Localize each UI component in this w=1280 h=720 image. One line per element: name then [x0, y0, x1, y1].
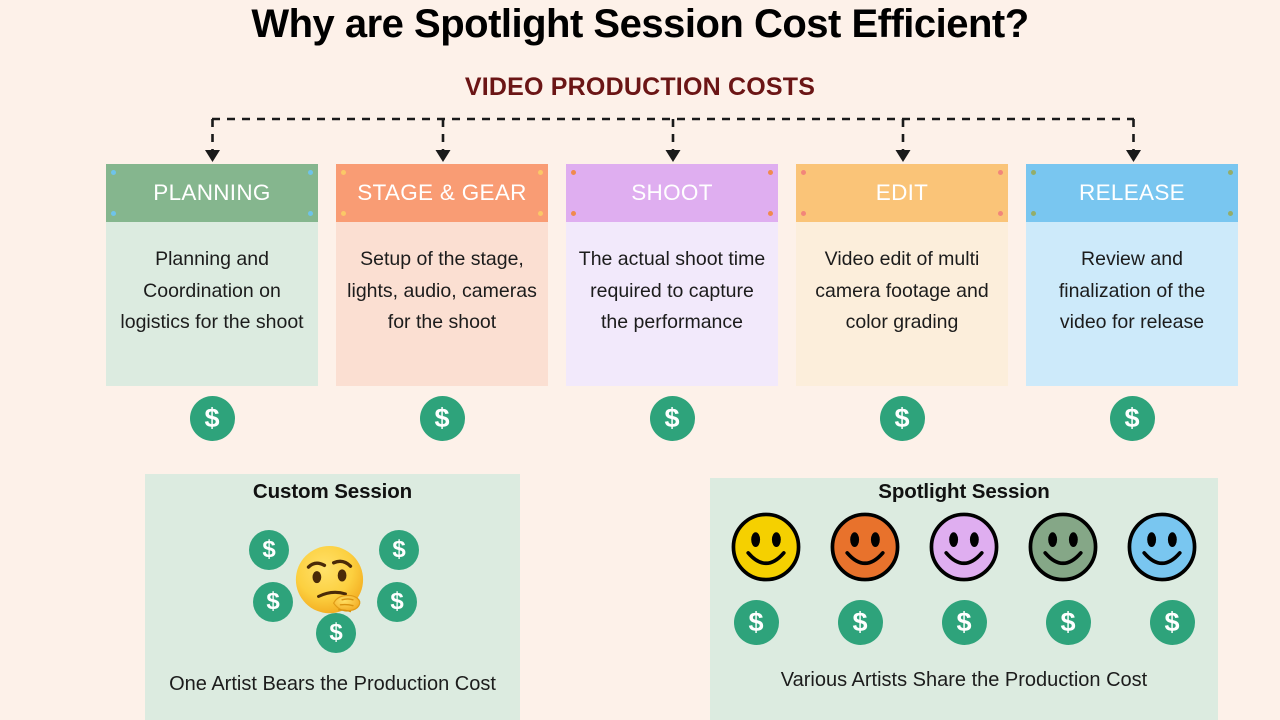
dollar-coin-icon: $	[316, 613, 356, 653]
selection-handle-top-left[interactable]	[1031, 170, 1036, 175]
selection-handle-bottom-right[interactable]	[1228, 211, 1233, 216]
dollar-coin-icon: $	[649, 396, 695, 441]
selection-handle-top-right[interactable]	[538, 170, 543, 175]
selection-handle-bottom-left[interactable]	[111, 211, 116, 216]
selection-handle-bottom-left[interactable]	[341, 211, 346, 216]
coin-cell: $	[336, 396, 548, 442]
selection-handle-top-right[interactable]	[308, 170, 313, 175]
custom-session-panel[interactable]: Custom Session $ $ $ $ $	[145, 474, 520, 720]
coin-cell: $	[106, 396, 318, 442]
dollar-coin-icon: $	[377, 582, 417, 622]
selection-handle-top-right[interactable]	[768, 170, 773, 175]
stage-card-title: EDIT	[875, 179, 929, 205]
connector-arrow-1	[205, 150, 220, 162]
smiley-face-icon-blue	[1127, 512, 1197, 582]
stage-card-row: PLANNING Planning and Coordination on lo…	[106, 164, 1240, 386]
selection-handle-bottom-right[interactable]	[768, 211, 773, 216]
page-subtitle: VIDEO PRODUCTION COSTS	[464, 73, 816, 101]
dollar-coin-icon: $	[253, 582, 293, 622]
connector-svg	[205, 117, 1141, 162]
connector-arrow-4	[895, 150, 911, 162]
stage-card-edit[interactable]: EDIT Video edit of multi camera footage …	[796, 164, 1008, 386]
smiley-face-icon-yellow	[731, 512, 801, 582]
smiley-face-icon-purple	[929, 512, 999, 582]
dollar-coin-icon: $	[941, 600, 987, 645]
custom-session-title: Custom Session	[252, 480, 413, 503]
spotlight-session-panel[interactable]: Spotlight Session	[710, 478, 1218, 720]
selection-handle-bottom-left[interactable]	[1031, 211, 1036, 216]
smiley-face-icon-green	[1028, 512, 1098, 582]
stage-card-title: PLANNING	[153, 179, 271, 205]
stage-card-description: Setup of the stage, lights, audio, camer…	[336, 222, 548, 386]
selection-handle-bottom-left[interactable]	[801, 211, 806, 216]
coin-cell: $	[1026, 396, 1238, 442]
stage-card-release[interactable]: RELEASE Review and finalization of the v…	[1026, 164, 1238, 386]
stage-card-header: EDIT	[796, 164, 1008, 222]
stage-card-title: RELEASE	[1079, 179, 1185, 205]
connector-diagram	[0, 105, 1280, 167]
selection-handle-top-right[interactable]	[998, 170, 1003, 175]
selection-handle-bottom-right[interactable]	[308, 211, 313, 216]
stage-card-stage-and-gear[interactable]: STAGE & GEAR Setup of the stage, lights,…	[336, 164, 548, 386]
stage-card-header: STAGE & GEAR	[336, 164, 548, 222]
stage-card-header: PLANNING	[106, 164, 318, 222]
thinking-face-icon	[295, 546, 364, 614]
connector-arrow-2	[435, 150, 451, 162]
connector-arrow-5	[1126, 150, 1141, 162]
dollar-coin-icon: $	[1109, 396, 1155, 441]
selection-handle-top-left[interactable]	[571, 170, 576, 175]
selection-handle-top-left[interactable]	[111, 170, 116, 175]
dollar-coin-icon: $	[419, 396, 465, 441]
stage-card-header: RELEASE	[1026, 164, 1238, 222]
stage-card-description: Video edit of multi camera footage and c…	[796, 222, 1008, 386]
spotlight-artist-face-row	[710, 510, 1218, 584]
dollar-coin-icon: $	[189, 396, 235, 441]
stage-card-description: Review and finalization of the video for…	[1026, 222, 1238, 386]
dollar-coin-icon: $	[1149, 600, 1195, 645]
stage-card-description: Planning and Coordination on logistics f…	[106, 222, 318, 386]
stage-card-shoot[interactable]: SHOOT The actual shoot time required to …	[566, 164, 778, 386]
selection-handle-top-left[interactable]	[341, 170, 346, 175]
selection-handle-bottom-right[interactable]	[998, 211, 1003, 216]
stage-cost-coin-row: $ $ $ $ $	[106, 396, 1240, 442]
selection-handle-top-left[interactable]	[801, 170, 806, 175]
stage-card-description: The actual shoot time required to captur…	[566, 222, 778, 386]
dollar-coin-icon: $	[379, 530, 419, 570]
dollar-coin-icon: $	[249, 530, 289, 570]
dollar-coin-icon: $	[837, 600, 883, 645]
custom-session-cost-cluster: $ $ $ $ $	[145, 520, 520, 660]
selection-handle-bottom-left[interactable]	[571, 211, 576, 216]
smiley-face-icon-orange	[830, 512, 900, 582]
stage-card-header: SHOOT	[566, 164, 778, 222]
stage-card-planning[interactable]: PLANNING Planning and Coordination on lo…	[106, 164, 318, 386]
stage-card-title: STAGE & GEAR	[357, 179, 527, 205]
stage-card-title: SHOOT	[631, 179, 713, 205]
custom-session-caption: One Artist Bears the Production Cost	[169, 673, 496, 695]
coin-cell: $	[796, 396, 1008, 442]
dollar-coin-icon: $	[733, 600, 779, 645]
selection-handle-bottom-right[interactable]	[538, 211, 543, 216]
coin-cell: $	[566, 396, 778, 442]
page-title: Why are Spotlight Session Cost Efficient…	[251, 2, 1029, 46]
spotlight-session-title: Spotlight Session	[878, 480, 1050, 503]
dollar-coin-icon: $	[879, 396, 925, 441]
connector-arrow-3	[665, 150, 681, 162]
spotlight-session-coin-row: $ $ $ $ $	[710, 600, 1218, 645]
dollar-coin-icon: $	[1045, 600, 1091, 645]
spotlight-session-caption: Various Artists Share the Production Cos…	[780, 669, 1148, 691]
selection-handle-top-right[interactable]	[1228, 170, 1233, 175]
